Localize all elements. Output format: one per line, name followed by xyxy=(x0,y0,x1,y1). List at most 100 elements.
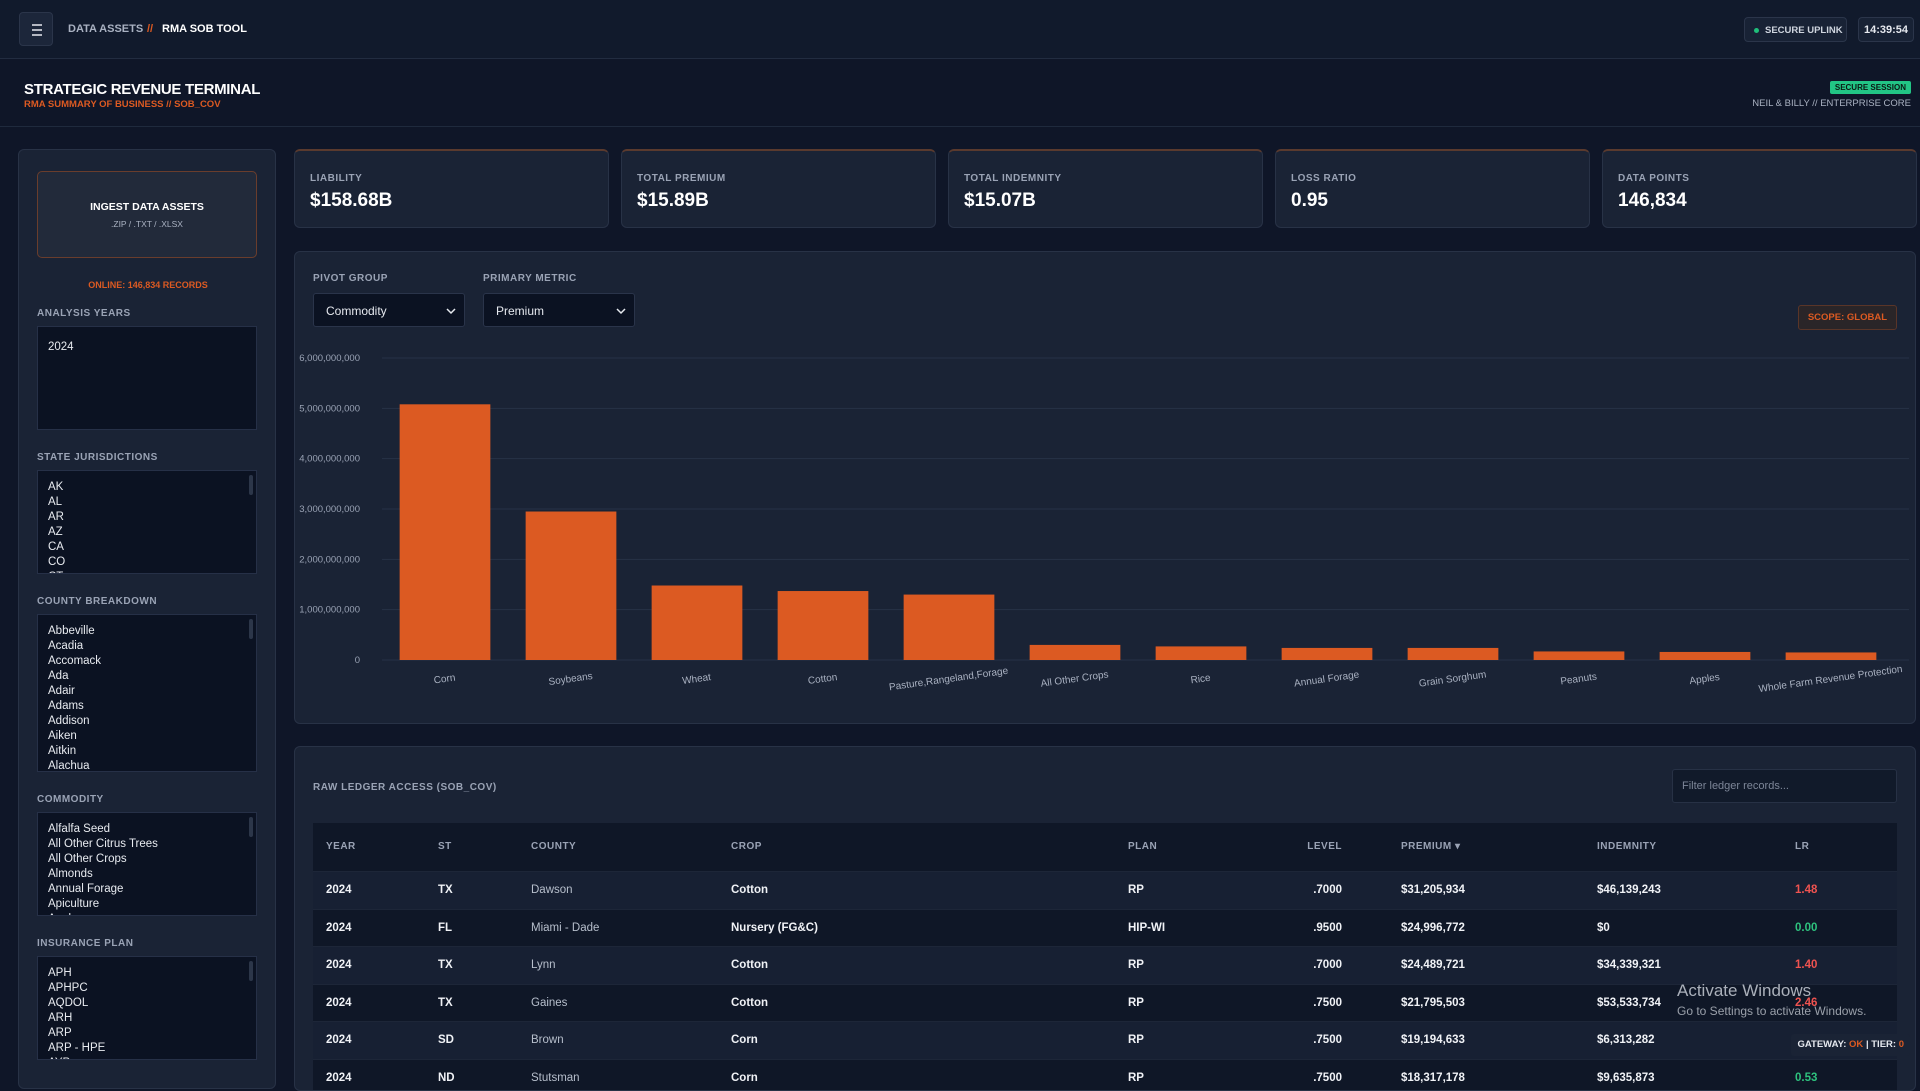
list-item[interactable]: AYP xyxy=(48,1056,246,1060)
table-cell: Stutsman xyxy=(531,1060,580,1091)
table-cell: $6,313,282 xyxy=(1597,1022,1655,1059)
x-tick-label: Wheat xyxy=(682,672,712,687)
column-header[interactable]: PREMIUM ▾ xyxy=(1401,841,1461,852)
table-cell: Dawson xyxy=(531,872,573,909)
list-item[interactable]: CO xyxy=(48,555,246,570)
y-tick-label: 1,000,000,000 xyxy=(299,605,360,616)
table-cell: 2024 xyxy=(326,910,352,947)
table-cell: Nursery (FG&C) xyxy=(731,910,818,947)
table-cell: 1.48 xyxy=(1795,872,1817,909)
list-item[interactable]: APH xyxy=(48,966,246,981)
list-item[interactable]: Accomack xyxy=(48,654,246,669)
list-item[interactable]: Apples xyxy=(48,912,246,916)
list-item[interactable]: Almonds xyxy=(48,867,246,882)
list-item[interactable]: Apiculture xyxy=(48,897,246,912)
column-header[interactable]: COUNTY xyxy=(531,841,576,852)
watermark-text: Go to Settings to activate Windows. xyxy=(1677,1004,1866,1018)
list-item[interactable]: AL xyxy=(48,495,246,510)
table-cell: ND xyxy=(438,1060,455,1091)
list-item[interactable]: Acadia xyxy=(48,639,246,654)
list-item[interactable]: Alachua xyxy=(48,759,246,772)
column-header[interactable]: LEVEL xyxy=(1307,841,1342,852)
table-cell: $24,489,721 xyxy=(1401,947,1465,984)
column-header[interactable]: LR xyxy=(1795,841,1809,852)
table-cell: RP xyxy=(1128,985,1144,1022)
list-item[interactable]: AZ xyxy=(48,525,246,540)
kpi-label: TOTAL INDEMNITY xyxy=(964,173,1062,184)
upload-box[interactable]: INGEST DATA ASSETS .ZIP / .TXT / .XLSX xyxy=(37,171,257,258)
list-item[interactable]: Addison xyxy=(48,714,246,729)
list-item[interactable]: Annual Forage xyxy=(48,882,246,897)
menu-icon xyxy=(20,13,54,47)
list-item[interactable]: Ada xyxy=(48,669,246,684)
list-item[interactable]: Abbeville xyxy=(48,624,246,639)
table-cell: 2024 xyxy=(326,872,352,909)
list-item[interactable]: AQDOL xyxy=(48,996,246,1011)
column-header[interactable]: YEAR xyxy=(326,841,356,852)
table-cell: $21,795,503 xyxy=(1401,985,1465,1022)
list-item[interactable]: AK xyxy=(48,480,246,495)
table-cell: HIP-WI xyxy=(1128,910,1165,947)
kpi-label: LOSS RATIO xyxy=(1291,173,1356,184)
list-item[interactable]: All Other Citrus Trees xyxy=(48,837,246,852)
list-item[interactable]: 2024 xyxy=(48,340,246,355)
list-item[interactable]: Aitkin xyxy=(48,744,246,759)
kpi-value: 146,834 xyxy=(1618,190,1687,212)
kpi-value: $158.68B xyxy=(310,190,392,212)
list-item[interactable]: AR xyxy=(48,510,246,525)
column-header[interactable]: ST xyxy=(438,841,452,852)
bar xyxy=(1534,651,1625,660)
list-item[interactable]: Alfalfa Seed xyxy=(48,822,246,837)
column-header[interactable]: PLAN xyxy=(1128,841,1157,852)
x-tick-label: Whole Farm Revenue Protection xyxy=(1758,664,1903,695)
table-cell: .7500 xyxy=(1313,1060,1342,1091)
table-cell: $34,339,321 xyxy=(1597,947,1661,984)
column-header[interactable]: CROP xyxy=(731,841,762,852)
y-tick-label: 0 xyxy=(355,655,360,666)
list-item[interactable]: ARH xyxy=(48,1011,246,1026)
table-cell: Gaines xyxy=(531,985,567,1022)
list-item[interactable]: Adair xyxy=(48,684,246,699)
section-label: ANALYSIS YEARS xyxy=(37,308,131,319)
bar xyxy=(1660,652,1751,660)
kpi-label: LIABILITY xyxy=(310,173,362,184)
table-cell: RP xyxy=(1128,947,1144,984)
table-cell: $46,139,243 xyxy=(1597,872,1661,909)
status-text: ONLINE: 146,834 RECORDS xyxy=(19,280,277,290)
list-item[interactable]: CT xyxy=(48,570,246,574)
table-cell: $0 xyxy=(1597,910,1610,947)
table-cell: 0.00 xyxy=(1795,910,1817,947)
list-item[interactable]: All Other Crops xyxy=(48,852,246,867)
column-header[interactable]: INDEMNITY xyxy=(1597,841,1657,852)
x-tick-label: Rice xyxy=(1190,673,1212,687)
breadcrumb-item: RMA SOB TOOL xyxy=(162,23,247,35)
list-box[interactable]: 2024 xyxy=(37,326,257,430)
filter-input[interactable]: Filter ledger records... xyxy=(1672,769,1897,803)
list-item[interactable]: Aiken xyxy=(48,729,246,744)
list-item[interactable]: Adams xyxy=(48,699,246,714)
table-cell: Cotton xyxy=(731,985,768,1022)
list-box[interactable]: AKALARAZCACOCT xyxy=(37,470,257,574)
kpi-card: TOTAL INDEMNITY$15.07B xyxy=(948,149,1263,228)
list-item[interactable]: ARP xyxy=(48,1026,246,1041)
list-item[interactable]: ARP - HPE xyxy=(48,1041,246,1056)
list-item[interactable]: APHPC xyxy=(48,981,246,996)
table-cell: Lynn xyxy=(531,947,556,984)
bar xyxy=(1408,648,1499,660)
breadcrumb-item[interactable]: DATA ASSETS xyxy=(68,23,143,35)
section-label: COUNTY BREAKDOWN xyxy=(37,596,157,607)
list-item[interactable]: CA xyxy=(48,540,246,555)
table-panel: RAW LEDGER ACCESS (SOB_COV) Filter ledge… xyxy=(294,746,1916,1091)
menu-button[interactable] xyxy=(19,12,53,46)
scrollbar xyxy=(249,817,253,837)
